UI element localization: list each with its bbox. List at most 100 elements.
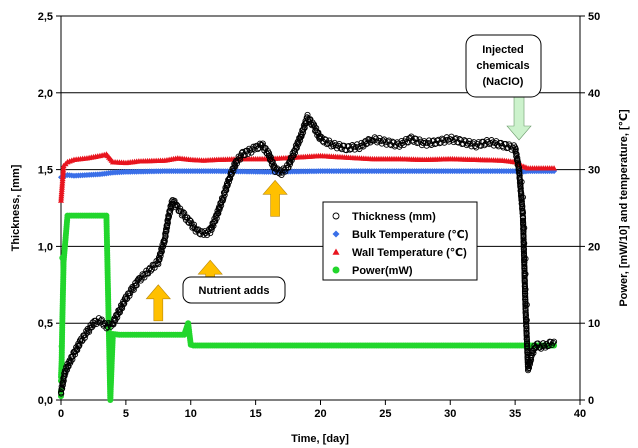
data-point: [518, 178, 525, 185]
data-point: [551, 165, 558, 171]
annotation-nutrients-text: Nutrient adds: [199, 285, 270, 297]
data-point: [223, 187, 230, 194]
data-point: [523, 336, 530, 343]
y-left-tick-label: 0,5: [38, 318, 53, 330]
y-left-tick-label: 1,5: [38, 165, 53, 177]
y-axis-right-label: Power, [mW/10] and temperature, [℃]: [618, 109, 630, 307]
data-point: [292, 145, 299, 152]
y-left-tick-label: 0,0: [38, 395, 53, 407]
data-point: [237, 156, 244, 163]
data-point: [283, 164, 290, 171]
x-axis-label: Time, [day]: [291, 433, 349, 445]
data-point: [173, 201, 180, 208]
data-point: [171, 197, 178, 204]
data-point: [297, 137, 304, 144]
data-point: [366, 136, 373, 143]
data-point: [190, 221, 198, 228]
data-point: [120, 301, 127, 308]
data-point: [74, 347, 81, 354]
x-ticks: 0 5 10 15 20 25 30 35 40: [58, 400, 586, 420]
y-right-tick-label: 10: [588, 318, 600, 330]
legend-label: Bulk Temperature (℃): [352, 229, 469, 241]
data-point: [166, 210, 173, 217]
data-point: [408, 133, 415, 140]
data-point: [152, 261, 159, 268]
data-point: [523, 333, 530, 341]
data-point: [209, 224, 216, 231]
data-point: [67, 358, 74, 365]
data-point: [521, 263, 528, 270]
data-point: [523, 320, 530, 327]
data-point: [203, 232, 211, 239]
data-point: [332, 266, 340, 274]
data-point: [268, 158, 275, 165]
y-left-tick-label: 2,0: [38, 88, 53, 100]
data-point: [526, 361, 533, 368]
data-point: [518, 198, 525, 205]
data-point: [359, 142, 366, 149]
data-point: [232, 163, 239, 170]
data-point: [521, 224, 528, 232]
data-point: [522, 298, 529, 305]
y-right-tick-label: 30: [588, 165, 600, 177]
data-point: [521, 265, 528, 272]
data-point: [549, 339, 557, 346]
data-point: [233, 160, 241, 167]
data-point: [301, 124, 308, 131]
data-point: [282, 168, 289, 175]
series-layer: [57, 111, 558, 403]
data-point: [174, 202, 181, 209]
data-point: [346, 146, 354, 153]
data-point: [332, 142, 339, 149]
legend: Thickness (mm) Bulk Temperature (℃) Wall T…: [322, 201, 478, 281]
data-point: [59, 382, 66, 389]
data-point: [325, 140, 332, 147]
data-point: [519, 194, 526, 201]
y-right-tick-label: 0: [588, 395, 594, 407]
data-point: [230, 164, 237, 171]
y-right-tick-label: 20: [588, 241, 600, 253]
y-left-tick-label: 2,5: [38, 11, 53, 23]
data-point: [363, 141, 370, 148]
y-right-ticks: 0 10 20 30 40 50: [580, 11, 600, 407]
data-point: [225, 178, 232, 186]
data-point: [520, 249, 528, 257]
series-wall-temperature: [58, 151, 558, 203]
annotation-chemicals-line-3: (NaClO): [483, 76, 524, 88]
annotation-chemicals-line-2: chemicals: [476, 60, 529, 72]
x-tick-label: 5: [123, 408, 129, 420]
data-point: [315, 129, 322, 136]
data-point: [186, 217, 193, 224]
nutrient-arrow: [145, 284, 171, 322]
data-point: [248, 149, 255, 156]
chemicals-arrow-shape: [506, 96, 532, 141]
data-point: [522, 302, 529, 309]
grid: [61, 92, 580, 324]
data-point: [59, 254, 66, 261]
nutrient-arrow: [262, 179, 288, 217]
series-power-mw: [58, 212, 558, 403]
data-point: [81, 334, 88, 341]
data-point: [551, 338, 558, 345]
x-tick-label: 20: [314, 408, 326, 420]
data-point: [62, 368, 69, 375]
data-point: [64, 366, 71, 373]
data-point: [138, 275, 145, 282]
data-point: [321, 136, 328, 143]
annotation-chemicals-line-1: Injected: [482, 44, 524, 56]
series-thickness-mm: [57, 111, 558, 397]
x-tick-label: 0: [58, 408, 64, 420]
x-tick-label: 35: [509, 408, 521, 420]
data-point: [274, 165, 281, 172]
x-tick-label: 15: [250, 408, 262, 420]
data-point: [520, 236, 527, 243]
data-point: [210, 219, 217, 226]
data-point: [361, 139, 368, 146]
data-point: [522, 270, 529, 278]
data-point: [520, 219, 527, 226]
data-point: [195, 226, 202, 233]
data-point: [520, 230, 527, 237]
data-point: [289, 153, 296, 160]
series-bulk-temperature: [58, 168, 558, 181]
data-point: [65, 363, 72, 370]
